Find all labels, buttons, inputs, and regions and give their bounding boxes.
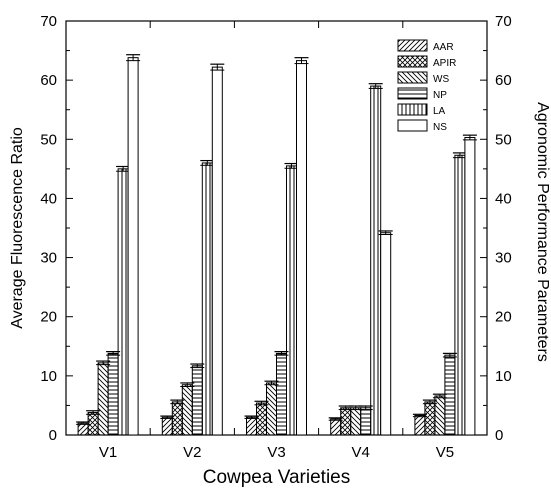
y-tick-label: 60 [40,72,57,89]
x-axis-title: Cowpea Varieties [203,467,351,488]
legend-label-ws: WS [433,74,449,85]
bar-aar-v4 [330,418,342,436]
bar-aar-v3 [246,416,257,436]
bar-ws-v5 [434,395,446,436]
y2-tick-label: 60 [495,72,512,89]
bar-apir-v4 [340,407,352,436]
legend-swatch-np [397,87,428,100]
bar-apir-v5 [424,401,436,436]
bar-aar-v2 [161,416,173,436]
bar-ws-v2 [181,384,193,436]
bars [76,54,477,436]
y2-tick-label: 10 [495,368,512,385]
legend-label-la: LA [433,106,446,117]
bar-ns-v5 [464,137,476,436]
bar-la-v4 [370,85,382,436]
legend-swatch-apir [397,55,428,68]
x-tick-label: V3 [267,444,285,461]
bar-la-v5 [454,154,466,436]
bar-ns-v2 [211,66,223,436]
bar-np-v4 [360,407,372,436]
bar-ns-v1 [127,57,139,436]
bar-np-v1 [107,352,119,436]
bar-np-v3 [276,352,287,436]
y2-tick-label: 40 [495,190,512,207]
y-tick-label: 20 [40,309,57,326]
legend-label-apir: APIR [433,58,456,69]
legend-label-aar: AAR [433,42,454,53]
legend-label-np: NP [433,90,447,101]
x-tick-label: V2 [183,444,201,461]
legend-label-ns: NS [433,122,447,133]
y2-tick-label: 30 [495,250,512,267]
y2-tick-label: 20 [495,309,512,326]
legend-swatch-la [397,103,428,116]
y-tick-label: 40 [40,190,57,207]
bar-apir-v3 [256,402,267,436]
bar-ws-v1 [97,362,109,436]
y-tick-label: 10 [40,368,57,385]
bar-np-v5 [444,354,456,436]
bar-la-v1 [117,168,129,436]
y-tick-label: 50 [40,131,57,148]
legend-swatch-ns [397,119,428,132]
bar-ns-v4 [380,232,392,436]
y2-tick-label: 70 [495,13,512,30]
axes: 0 0 10 10 20 20 30 30 40 40 50 50 60 60 70 70 V1 V2 V3 V4 V5 [40,13,511,461]
x-tick-label: V5 [436,444,454,461]
bar-ns-v3 [296,60,307,436]
bar-apir-v1 [87,412,99,436]
x-tick-label: V1 [99,444,117,461]
y-tick-label: 30 [40,250,57,267]
legend: AAR APIR WS NP LA NS [397,39,456,133]
bar-np-v2 [191,365,203,436]
bar-la-v3 [286,165,297,436]
bar-ws-v3 [266,382,277,436]
legend-swatch-ws [397,71,428,84]
y2-tick-label: 50 [495,131,512,148]
y2-tick-label: 0 [495,427,503,444]
bar-ws-v4 [350,407,362,436]
y-axis-title: Average Fluorescence Ratio [9,127,26,329]
y2-axis-title: Agronomic Performance Parameters [534,102,551,362]
bar-apir-v2 [171,401,183,436]
bar-aar-v1 [77,422,89,436]
bar-la-v2 [201,162,213,436]
y-tick-label: 0 [49,427,57,444]
legend-swatch-aar [397,39,428,52]
bar-aar-v5 [414,414,426,436]
y-tick-label: 70 [40,13,57,30]
x-tick-label: V4 [352,444,370,461]
